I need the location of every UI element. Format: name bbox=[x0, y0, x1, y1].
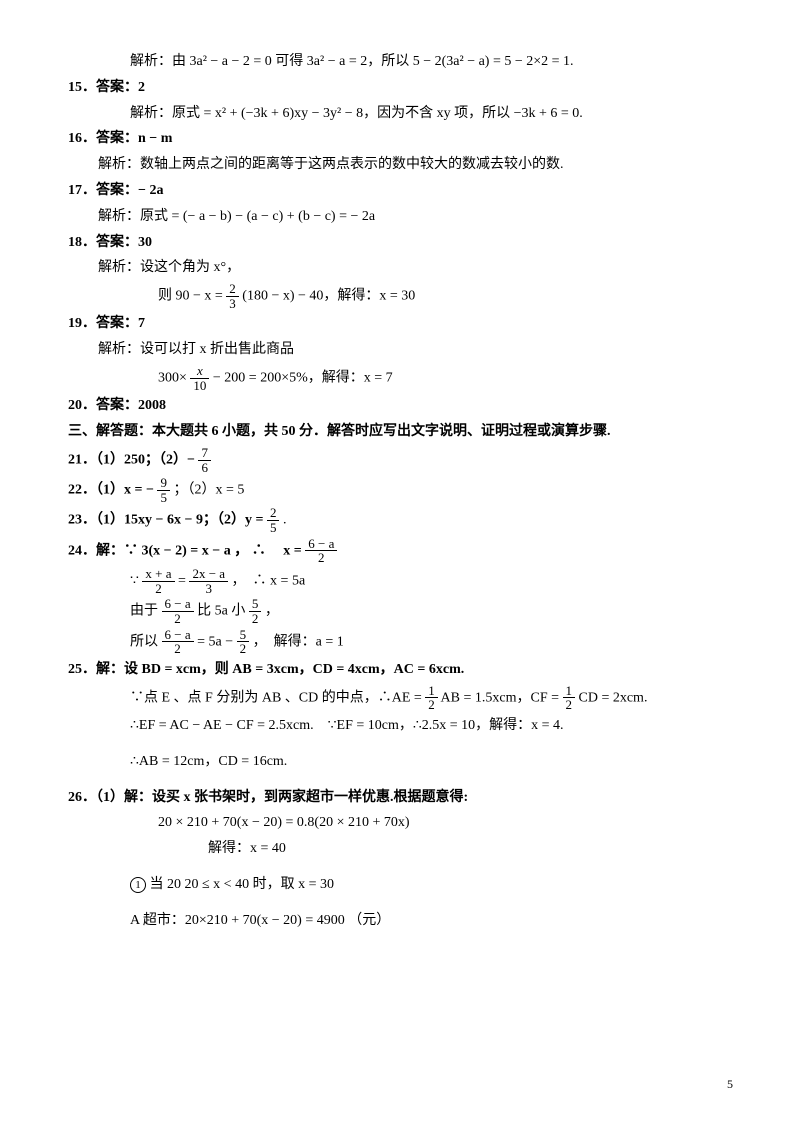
section3-heading: 三、解答题：本大题共 6 小题，共 50 分．解答时应写出文字说明、证明过程或演… bbox=[68, 420, 725, 444]
q26-line2: 20 × 210 + 70(x − 20) = 0.8(20 × 210 + 7… bbox=[68, 811, 725, 835]
q24-line4: 所以 6 − a2 = 5a − 52 ， 解得：a = 1 bbox=[68, 628, 725, 656]
page-number: 5 bbox=[727, 1077, 733, 1092]
frac-9-5: 95 bbox=[157, 476, 170, 504]
q25-line1: 25．解：设 BD = xcm，则 AB = 3xcm，CD = 4xcm，AC… bbox=[68, 658, 725, 682]
q23: 23．（1）15xy − 6x − 9；（2）y = 25 . bbox=[68, 506, 725, 534]
frac-6a-2a: 6 − a2 bbox=[305, 537, 337, 565]
q25-line2: ∵点 E 、点 F 分别为 AB 、CD 的中点，∴AE = 12 AB = 1… bbox=[68, 684, 725, 712]
q15-analysis: 解析：原式 = x² + (−3k + 6)xy − 3y² − 8，因为不含 … bbox=[68, 102, 725, 126]
q24-line1: 24．解：∵ 3(x − 2) = x − a ， ∴ x = 6 − a2 bbox=[68, 537, 725, 565]
q18-answer: 18．答案：30 bbox=[68, 231, 725, 255]
q15-answer: 15．答案：2 bbox=[68, 76, 725, 100]
frac-5-2a: 52 bbox=[249, 597, 262, 625]
q19-answer: 19．答案：7 bbox=[68, 312, 725, 336]
q24-line2: ∵ x + a2 = 2x − a3 ， ∴ x = 5a bbox=[68, 567, 725, 595]
q17-answer: 17．答案：− 2a bbox=[68, 179, 725, 203]
q16-analysis: 解析：数轴上两点之间的距离等于这两点表示的数中较大的数减去较小的数. bbox=[68, 153, 725, 177]
q17-analysis: 解析：原式 = (− a − b) − (a − c) + (b − c) = … bbox=[68, 205, 725, 229]
q25-line4: ∴AB = 12cm，CD = 16cm. bbox=[68, 750, 725, 774]
q26-line5: A 超市：20×210 + 70(x − 20) = 4900 （元） bbox=[68, 909, 725, 933]
q18-analysis2: 则 90 − x = 23 (180 − x) − 40，解得：x = 30 bbox=[68, 282, 725, 310]
q25-line3: ∴EF = AC − AE − CF = 2.5xcm. ∵EF = 10cm，… bbox=[68, 714, 725, 738]
q26-line1: 26．（1）解：设买 x 张书架时，到两家超市一样优惠.根据题意得: bbox=[68, 786, 725, 810]
q18-analysis1: 解析：设这个角为 x°， bbox=[68, 256, 725, 280]
q24-line3: 由于 6 − a2 比 5a 小 52 ， bbox=[68, 597, 725, 625]
frac-1-2b: 12 bbox=[563, 684, 576, 712]
q22: 22．（1）x = − 95 ；（2）x = 5 bbox=[68, 476, 725, 504]
frac-2xa-3: 2x − a3 bbox=[189, 567, 228, 595]
q16-answer: 16．答案：n − m bbox=[68, 127, 725, 151]
q14-analysis: 解析：由 3a² − a − 2 = 0 可得 3a² − a = 2，所以 5… bbox=[68, 50, 725, 74]
frac-2-5: 25 bbox=[267, 506, 280, 534]
q20-answer: 20．答案：2008 bbox=[68, 394, 725, 418]
circle-1-icon: 1 bbox=[130, 877, 146, 893]
q21: 21．（1）250；（2）− 76 bbox=[68, 446, 725, 474]
frac-5-2b: 52 bbox=[237, 628, 250, 656]
q19-analysis2: 300× x10 − 200 = 200×5%，解得：x = 7 bbox=[68, 364, 725, 392]
page: 解析：由 3a² − a − 2 = 0 可得 3a² − a = 2，所以 5… bbox=[0, 0, 793, 1122]
frac-7-6: 76 bbox=[198, 446, 211, 474]
frac-1-2a: 12 bbox=[425, 684, 438, 712]
frac-x-10: x10 bbox=[190, 364, 209, 392]
frac-xa-2: x + a2 bbox=[142, 567, 174, 595]
q26-line3: 解得：x = 40 bbox=[68, 837, 725, 861]
frac-6a-2c: 6 − a2 bbox=[162, 628, 194, 656]
q19-analysis1: 解析：设可以打 x 折出售此商品 bbox=[68, 338, 725, 362]
frac-6a-2b: 6 − a2 bbox=[162, 597, 194, 625]
q26-line4: 1 当 20 20 ≤ x < 40 时，取 x = 30 bbox=[68, 873, 725, 897]
frac-2-3: 23 bbox=[226, 282, 239, 310]
